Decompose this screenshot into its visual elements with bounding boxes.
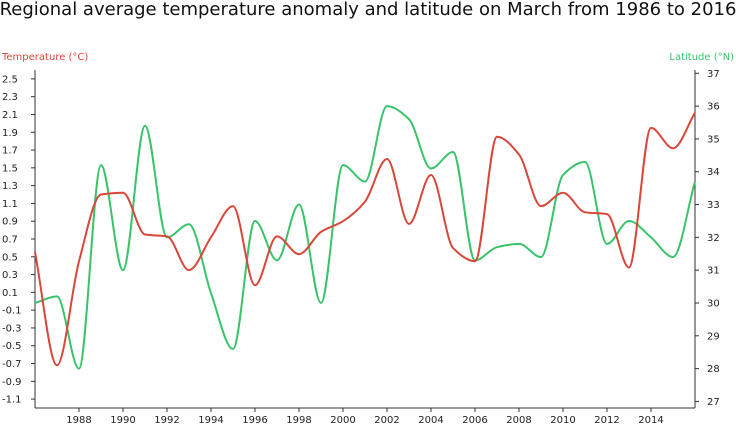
x-tick-label: 1990 bbox=[110, 415, 135, 424]
x-tick-label: 1988 bbox=[66, 415, 91, 424]
x-tick-label: 2012 bbox=[594, 415, 619, 424]
axes: 1988 1990 1992 1994 1996 1998 2000 2002 2004 2006… bbox=[2, 69, 720, 424]
x-tick-label: 1992 bbox=[154, 415, 179, 424]
left-tick-label: 2.5 bbox=[2, 74, 18, 85]
left-tick-label: 2.1 bbox=[2, 110, 18, 121]
left-tick-label: -0.7 bbox=[2, 359, 22, 370]
right-tick-label: 35 bbox=[707, 134, 720, 145]
right-tick-label: 34 bbox=[707, 167, 720, 178]
left-tick-label: -0.3 bbox=[2, 323, 22, 334]
x-tick-label: 2008 bbox=[506, 415, 531, 424]
right-axis-title: Latitude (°N) bbox=[669, 52, 734, 63]
left-axis-title: Temperature (°C) bbox=[1, 52, 88, 63]
left-tick-label: 0.5 bbox=[2, 252, 18, 263]
chart-title: Regional average temperature anomaly and… bbox=[0, 0, 736, 20]
x-tick-label: 1998 bbox=[286, 415, 311, 424]
left-tick-label: 1.3 bbox=[2, 181, 18, 192]
right-tick-label: 36 bbox=[707, 102, 720, 113]
x-tick-label: 2006 bbox=[462, 415, 487, 424]
left-tick-label: -0.1 bbox=[2, 306, 22, 317]
series-layer bbox=[34, 105, 696, 370]
right-tick-label: 27 bbox=[707, 397, 720, 408]
x-tick-label: 2010 bbox=[550, 415, 575, 424]
x-tick-label: 1996 bbox=[242, 415, 267, 424]
right-tick-label: 32 bbox=[707, 233, 720, 244]
right-tick-label: 37 bbox=[707, 69, 720, 80]
left-tick-label: 0.1 bbox=[2, 288, 18, 299]
left-tick-label: 1.9 bbox=[2, 128, 18, 139]
temperature-series-line bbox=[34, 112, 696, 367]
left-tick-label: -0.5 bbox=[2, 341, 22, 352]
x-tick-label: 2000 bbox=[330, 415, 355, 424]
left-tick-label: -0.9 bbox=[2, 377, 22, 388]
x-tick-label: 1994 bbox=[198, 415, 223, 424]
x-tick-label: 2014 bbox=[638, 415, 663, 424]
left-tick-label: 0.7 bbox=[2, 235, 18, 246]
x-tick-label: 2004 bbox=[418, 415, 443, 424]
left-tick-label: 2.3 bbox=[2, 92, 18, 103]
left-tick-label: 0.9 bbox=[2, 217, 18, 228]
left-tick-label: 1.7 bbox=[2, 146, 18, 157]
left-tick-label: 1.1 bbox=[2, 199, 18, 210]
latitude-series-line bbox=[34, 105, 696, 370]
right-tick-label: 31 bbox=[707, 266, 720, 277]
left-tick-label: -1.1 bbox=[2, 395, 22, 406]
x-tick-label: 2002 bbox=[374, 415, 399, 424]
left-tick-label: 1.5 bbox=[2, 163, 18, 174]
right-tick-label: 30 bbox=[707, 298, 720, 309]
left-tick-label: 0.3 bbox=[2, 270, 18, 281]
right-tick-label: 33 bbox=[707, 200, 720, 211]
right-tick-label: 29 bbox=[707, 331, 720, 342]
right-tick-label: 28 bbox=[707, 364, 720, 375]
